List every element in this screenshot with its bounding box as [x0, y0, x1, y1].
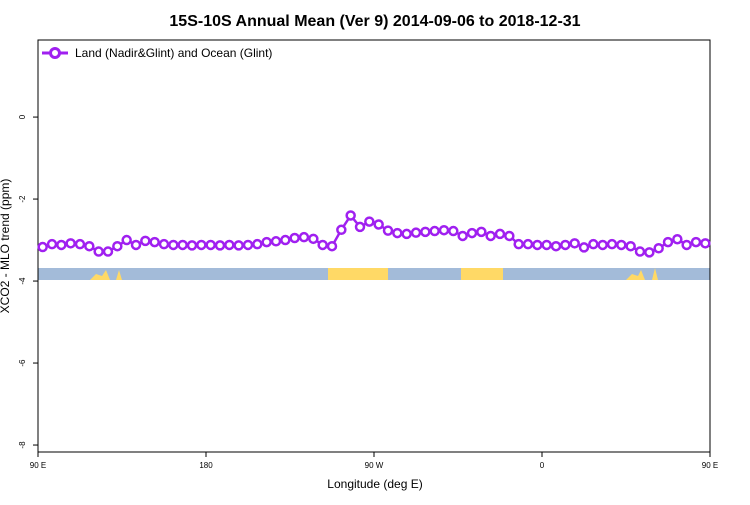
legend-marker	[49, 47, 61, 59]
data-point	[690, 236, 702, 248]
data-point	[541, 239, 552, 251]
data-point	[46, 238, 58, 250]
data-point	[616, 239, 627, 251]
data-point	[429, 225, 440, 237]
data-point	[140, 235, 151, 247]
x-tick-label: 90 W	[365, 461, 384, 470]
land-ocean-strip	[38, 268, 710, 280]
data-point	[56, 239, 67, 251]
data-point	[37, 241, 48, 253]
data-point	[354, 221, 366, 233]
data-point	[392, 227, 403, 239]
data-point	[410, 227, 422, 238]
data-point	[625, 240, 636, 252]
data-point	[149, 236, 160, 248]
data-point	[550, 240, 562, 252]
data-point	[121, 234, 132, 246]
data-point	[662, 236, 674, 248]
data-point	[261, 236, 272, 248]
data-point	[560, 239, 571, 251]
data-point	[308, 233, 319, 245]
data-point	[130, 239, 142, 251]
data-point	[168, 239, 179, 251]
data-point	[653, 243, 664, 254]
data-point	[485, 230, 496, 242]
y-tick-label: -8	[18, 441, 27, 449]
data-point	[597, 239, 608, 251]
legend-label: Land (Nadir&Glint) and Ocean (Glint)	[75, 46, 272, 60]
data-point	[588, 238, 599, 250]
data-point	[457, 230, 468, 242]
data-point	[196, 239, 207, 251]
data-point	[513, 238, 524, 250]
data-point	[326, 240, 338, 252]
chart-title: 15S-10S Annual Mean (Ver 9) 2014-09-06 t…	[169, 13, 580, 30]
x-tick-label: 90 E	[30, 461, 46, 470]
data-point	[364, 216, 375, 227]
data-point	[93, 246, 104, 257]
y-axis-label: XCO2 - MLO trend (ppm)	[0, 179, 12, 314]
data-point	[205, 239, 216, 251]
data-point	[102, 246, 114, 257]
y-tick-label: -4	[18, 277, 27, 285]
legend: Land (Nadir&Glint) and Ocean (Glint)	[42, 46, 272, 60]
data-point	[345, 210, 356, 221]
data-point	[280, 234, 291, 246]
x-tick-label: 90 E	[702, 461, 718, 470]
data-point	[504, 230, 515, 242]
data-point	[233, 240, 244, 251]
y-tick-label: -2	[18, 195, 27, 203]
data-point	[289, 232, 300, 244]
data-point	[336, 224, 347, 236]
data-point	[84, 240, 95, 252]
data-point	[373, 219, 384, 230]
x-axis-label: Longitude (deg E)	[327, 477, 422, 491]
data-point	[644, 247, 655, 258]
data-point	[112, 240, 123, 252]
data-point	[186, 240, 198, 251]
x-tick-label: 0	[540, 461, 545, 470]
data-point	[700, 238, 711, 249]
data-point	[298, 231, 310, 243]
data-point	[466, 227, 478, 239]
data-point	[382, 225, 394, 236]
data-point	[634, 246, 646, 257]
data-point	[252, 238, 263, 250]
data-point	[681, 239, 692, 251]
data-point	[448, 225, 459, 237]
data-point	[242, 239, 254, 251]
data-point	[532, 239, 543, 251]
data-point	[177, 239, 188, 251]
data-point	[578, 242, 590, 253]
data-point	[158, 238, 170, 250]
x-tick-label: 180	[199, 461, 213, 470]
data-point	[74, 238, 86, 250]
data-point	[270, 236, 282, 247]
data-point	[214, 240, 226, 251]
y-tick-label: -6	[18, 359, 27, 367]
data-point	[672, 233, 683, 245]
data-point	[606, 238, 618, 250]
data-point	[522, 238, 534, 250]
data-point	[494, 228, 506, 240]
data-point	[420, 226, 431, 238]
data-point	[65, 238, 76, 249]
y-tick-label: 0	[18, 114, 27, 119]
data-point	[438, 224, 450, 236]
data-point	[569, 238, 580, 249]
data-point	[476, 226, 487, 238]
data-point	[401, 228, 412, 240]
data-point	[317, 239, 328, 251]
data-point	[224, 239, 235, 251]
